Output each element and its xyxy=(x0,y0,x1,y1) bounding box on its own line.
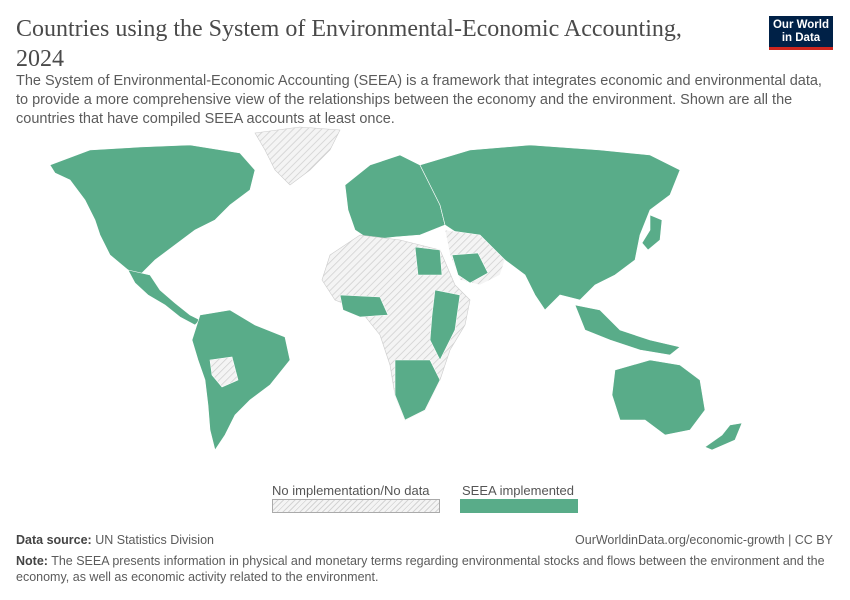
source-label: Data source: xyxy=(16,533,92,547)
data-source: Data source: UN Statistics Division xyxy=(16,533,214,547)
region-egypt[interactable] xyxy=(414,246,443,276)
note-label: Note: xyxy=(16,554,48,568)
note-text: The SEEA presents information in physica… xyxy=(16,554,825,584)
region-new-zealand[interactable] xyxy=(704,422,743,451)
region-southern-africa[interactable] xyxy=(394,359,441,421)
region-central-america[interactable] xyxy=(127,269,201,326)
region-east-africa[interactable] xyxy=(429,289,461,361)
legend-swatch-no-data[interactable] xyxy=(272,499,440,513)
region-saudi-arabia[interactable] xyxy=(451,252,489,284)
region-japan[interactable] xyxy=(641,214,663,251)
legend-swatch-implemented[interactable] xyxy=(460,499,578,513)
chart-subtitle: The System of Environmental-Economic Acc… xyxy=(16,73,822,127)
source-text: UN Statistics Division xyxy=(95,533,214,547)
region-australia[interactable] xyxy=(611,359,706,436)
chart-title: Countries using the System of Environmen… xyxy=(16,16,682,72)
legend-label-implemented: SEEA implemented xyxy=(462,483,575,498)
region-russia-asia[interactable] xyxy=(419,144,681,311)
region-bolivia-paraguay[interactable] xyxy=(209,356,239,388)
region-southeast-asia[interactable] xyxy=(574,304,681,356)
source-url-link[interactable]: OurWorldinData.org/economic-growth | CC … xyxy=(575,533,833,547)
chart-note: Note: The SEEA presents information in p… xyxy=(16,553,836,585)
region-greenland[interactable] xyxy=(254,126,341,186)
legend-label-no-data: No implementation/No data xyxy=(272,483,430,498)
region-north-america[interactable] xyxy=(49,144,256,276)
owid-logo[interactable]: Our World in Data xyxy=(769,16,833,50)
region-west-africa[interactable] xyxy=(339,294,389,318)
world-map[interactable] xyxy=(0,125,850,470)
region-south-america[interactable] xyxy=(191,309,291,451)
